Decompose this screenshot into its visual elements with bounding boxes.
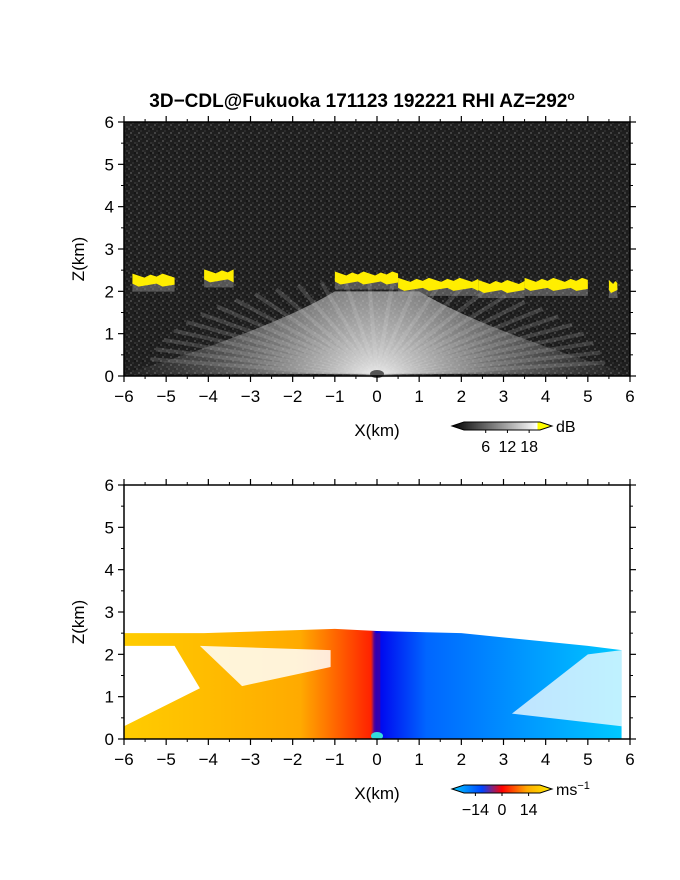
x-tick-label: 3 bbox=[499, 750, 508, 769]
x-tick-label: 5 bbox=[583, 387, 592, 406]
cloud-base-segment bbox=[398, 277, 479, 291]
cloud-base-segment bbox=[524, 277, 588, 291]
x-axis-label: X(km) bbox=[354, 421, 399, 440]
cloud-base-segment bbox=[608, 279, 618, 293]
cloud-base-segment bbox=[132, 273, 175, 287]
velocity-colorbar: −14 0 14 ms−1 bbox=[450, 780, 590, 819]
x-tick-label: −5 bbox=[156, 387, 175, 406]
figure-title: 3D−CDL@Fukuoka 171123 192221 RHI AZ=292o bbox=[149, 89, 574, 112]
y-tick-label: 1 bbox=[105, 325, 114, 344]
x-tick-label: 3 bbox=[499, 387, 508, 406]
radar-origin bbox=[371, 732, 383, 740]
x-tick-label: 0 bbox=[372, 750, 381, 769]
cloud-base-haze bbox=[334, 279, 399, 290]
velocity-field bbox=[124, 628, 622, 739]
x-tick-label: 6 bbox=[625, 750, 634, 769]
y-axis-label: Z(km) bbox=[69, 600, 88, 644]
cloud-base-haze bbox=[478, 287, 525, 298]
y-tick-label: 5 bbox=[105, 518, 114, 537]
colorbar-tick-label: 18 bbox=[520, 439, 538, 456]
colorbar-bar bbox=[450, 421, 554, 431]
x-axis-label: X(km) bbox=[354, 784, 399, 803]
velocity-gap bbox=[511, 650, 622, 727]
y-tick-label: 2 bbox=[105, 645, 114, 664]
x-tick-label: 2 bbox=[457, 750, 466, 769]
bottom-panel-velocity: −6 −5 −4 −3 −2 −1 0 1 2 3 4 5 6 0 1 2 3 4 5 6 X(km) Z(km) −14 0… bbox=[69, 476, 636, 819]
velocity-gap bbox=[199, 645, 331, 687]
colorbar-tick-label: 0 bbox=[498, 802, 507, 819]
x-tick-label: −5 bbox=[156, 750, 175, 769]
y-axis-label: Z(km) bbox=[69, 237, 88, 281]
cloud-base-haze bbox=[132, 281, 175, 292]
cloud-base-haze bbox=[204, 277, 234, 288]
colorbar-unit-exponent: −1 bbox=[577, 780, 590, 792]
x-tick-label: −4 bbox=[199, 387, 218, 406]
colorbar-bar bbox=[450, 784, 554, 794]
x-tick-label: −1 bbox=[325, 387, 344, 406]
x-tick-label: −2 bbox=[283, 387, 302, 406]
y-tick-label: 0 bbox=[105, 367, 114, 386]
x-tick-label: 0 bbox=[372, 387, 381, 406]
y-tick-label: 4 bbox=[105, 198, 114, 217]
figure-title-degree: o bbox=[567, 89, 574, 103]
colorbar-tick-label: 6 bbox=[481, 439, 490, 456]
colorbar-tick-label: −14 bbox=[462, 802, 489, 819]
cloud-base-segment bbox=[478, 279, 525, 293]
velocity-gap bbox=[124, 645, 200, 727]
y-tick-label: 0 bbox=[105, 730, 114, 749]
y-tick-label: 6 bbox=[105, 113, 114, 132]
y-tick-label: 3 bbox=[105, 603, 114, 622]
db-colorbar: 6 12 18 dB bbox=[450, 419, 576, 456]
y-tick-label: 2 bbox=[105, 282, 114, 301]
x-tick-label: −6 bbox=[114, 750, 133, 769]
y-tick-label: 5 bbox=[105, 155, 114, 174]
cloud-base-segment bbox=[204, 269, 234, 283]
beam-fan-glow bbox=[124, 291, 630, 374]
cloud-base-haze bbox=[524, 285, 588, 296]
y-tick-label: 1 bbox=[105, 688, 114, 707]
x-tick-label: −3 bbox=[241, 387, 260, 406]
x-tick-label: 4 bbox=[541, 387, 550, 406]
cloud-base-segment bbox=[334, 271, 399, 285]
colorbar-tick-label: 14 bbox=[520, 802, 538, 819]
x-tick-label: 1 bbox=[414, 387, 423, 406]
zero-velocity-line bbox=[373, 633, 381, 739]
x-tick-label: 6 bbox=[625, 387, 634, 406]
y-tick-label: 3 bbox=[105, 240, 114, 259]
x-tick-label: −6 bbox=[114, 387, 133, 406]
x-tick-label: −2 bbox=[283, 750, 302, 769]
x-tick-label: 1 bbox=[414, 750, 423, 769]
x-tick-label: 4 bbox=[541, 750, 550, 769]
x-tick-label: −1 bbox=[325, 750, 344, 769]
x-tick-label: 2 bbox=[457, 387, 466, 406]
cloud-base-haze bbox=[608, 287, 618, 298]
colorbar-unit-label: dB bbox=[556, 419, 576, 436]
y-tick-label: 4 bbox=[105, 561, 114, 580]
cloud-base-haze bbox=[398, 285, 479, 296]
colorbar-unit-label: ms−1 bbox=[556, 780, 590, 799]
x-tick-label: 5 bbox=[583, 750, 592, 769]
x-tick-label: −4 bbox=[199, 750, 218, 769]
figure-title-main: 3D−CDL@Fukuoka 171123 192221 RHI AZ=292 bbox=[149, 91, 567, 112]
y-tick-label: 6 bbox=[105, 476, 114, 495]
x-tick-label: −3 bbox=[241, 750, 260, 769]
colorbar-tick-label: 12 bbox=[499, 439, 517, 456]
